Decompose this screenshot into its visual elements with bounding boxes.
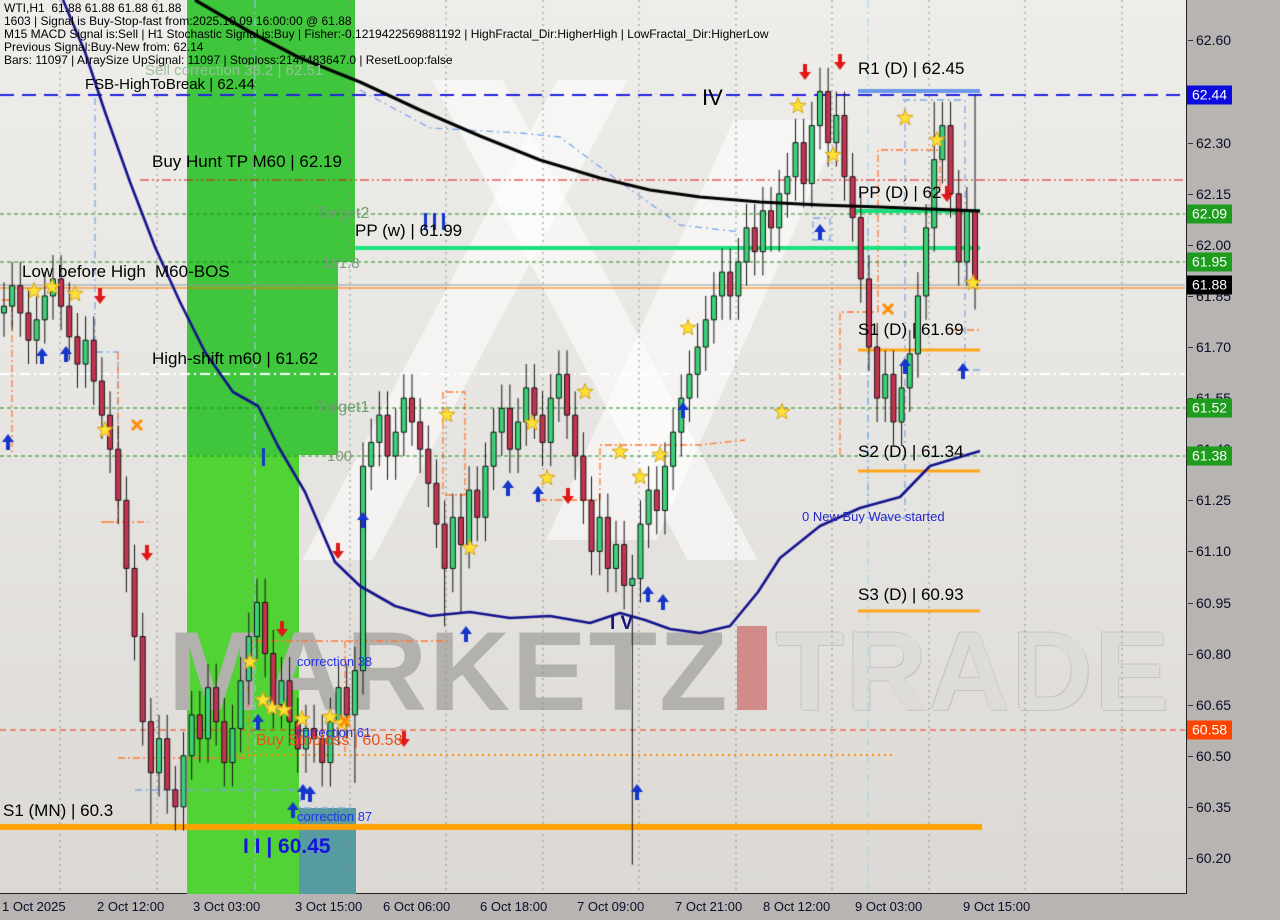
time-tick: 2 Oct 12:00 bbox=[97, 899, 165, 914]
label-high-shift-m60: High-shift m60 | 61.62 bbox=[152, 349, 318, 368]
label-correction-38: correction 38 bbox=[297, 654, 373, 669]
label-s1-monthly: S1 (MN) | 60.3 bbox=[3, 801, 114, 820]
time-tick: 8 Oct 12:00 bbox=[763, 899, 831, 914]
label-wave-ii: I I | 60.45 bbox=[243, 835, 331, 858]
label-new-buy-wave: 0 New Buy Wave started bbox=[802, 509, 945, 524]
price-tick: 60.80 bbox=[1187, 646, 1232, 662]
time-tick: 3 Oct 03:00 bbox=[193, 899, 261, 914]
time-axis[interactable]: 1 Oct 2025 2 Oct 12:00 3 Oct 03:00 3 Oct 15… bbox=[0, 894, 1280, 920]
time-tick: 6 Oct 18:00 bbox=[480, 899, 548, 914]
status-line-2: 1603 | Signal is Buy-Stop-fast from:2025… bbox=[4, 14, 352, 28]
price-tick: 61.70 bbox=[1187, 339, 1232, 355]
price-tick: 62.15 bbox=[1187, 186, 1232, 202]
label-correction-61: correction 61 bbox=[296, 725, 372, 740]
price-badge: 60.58 bbox=[1187, 720, 1233, 740]
status-line-5: Bars: 11097 | ArraySize UpSignal: 11097 … bbox=[4, 53, 453, 67]
label-fib-100: 100 bbox=[327, 448, 353, 465]
label-m60-bos: M60-BOS bbox=[155, 262, 230, 281]
price-tick: 60.95 bbox=[1187, 595, 1232, 611]
label-target2: Target2 bbox=[316, 205, 370, 222]
time-tick: 6 Oct 06:00 bbox=[383, 899, 451, 914]
price-tick: 60.20 bbox=[1187, 850, 1232, 866]
chart-canvas[interactable] bbox=[0, 0, 1186, 893]
price-tick: 60.35 bbox=[1187, 799, 1232, 815]
price-tick: 62.00 bbox=[1187, 237, 1232, 253]
price-tick: 61.10 bbox=[1187, 543, 1232, 559]
label-target1: Target1 bbox=[316, 399, 370, 416]
time-tick: 9 Oct 03:00 bbox=[855, 899, 923, 914]
price-tick: 61.25 bbox=[1187, 492, 1232, 508]
time-tick: 9 Oct 15:00 bbox=[963, 899, 1031, 914]
time-tick: 7 Oct 09:00 bbox=[577, 899, 645, 914]
time-tick: 3 Oct 15:00 bbox=[295, 899, 363, 914]
price-badge: 62.09 bbox=[1187, 204, 1233, 224]
label-wave-iv-mid: I V bbox=[610, 613, 634, 634]
status-line-3: M15 MACD Signal is:Sell | H1 Stochastic … bbox=[4, 27, 769, 41]
time-tick: 7 Oct 21:00 bbox=[675, 899, 743, 914]
price-tick: 62.60 bbox=[1187, 32, 1232, 48]
status-line-1: WTI,H1 61.88 61.88 61.88 61.88 bbox=[4, 1, 182, 15]
price-tick: 60.50 bbox=[1187, 748, 1232, 764]
label-fsb-high-to-break: FSB-HighToBreak | 62.44 bbox=[85, 76, 255, 93]
label-s2-daily: S2 (D) | 61.34 bbox=[858, 442, 964, 461]
time-tick: 1 Oct 2025 bbox=[2, 899, 66, 914]
price-badge: 62.44 bbox=[1187, 85, 1233, 105]
price-badge: 61.52 bbox=[1187, 398, 1233, 418]
label-sell-correction: Sell correction 38.2 | 62.51 bbox=[145, 62, 324, 79]
status-line-4: Previous Signal:Buy-New from: 62.14 bbox=[4, 40, 204, 54]
label-low-before-high: Low before High bbox=[22, 262, 146, 281]
price-tick: 60.65 bbox=[1187, 697, 1232, 713]
label-s3-daily: S3 (D) | 60.93 bbox=[858, 585, 964, 604]
price-tick: 62.30 bbox=[1187, 135, 1232, 151]
price-badge: 61.95 bbox=[1187, 252, 1233, 272]
label-buy-hunt-tp: Buy Hunt TP M60 | 62.19 bbox=[152, 152, 342, 171]
label-buy-stoploss: Buy Stoploss | 60.58 bbox=[256, 732, 403, 749]
label-fib-161-8: 161.8 bbox=[322, 255, 360, 272]
price-axis[interactable]: 62.6062.4562.3062.1562.0061.8561.7061.55… bbox=[1187, 0, 1280, 893]
label-pp-weekly: PP (w) | 61.99 bbox=[355, 221, 463, 240]
label-r1-daily: R1 (D) | 62.45 bbox=[858, 59, 965, 78]
price-badge: 61.88 bbox=[1187, 275, 1233, 295]
label-pp-daily: PP (D) | 62 bbox=[858, 183, 942, 202]
price-badge: 61.38 bbox=[1187, 446, 1233, 466]
label-s1-daily: S1 (D) | 61.69 bbox=[858, 320, 964, 339]
expert-advisor-status: WTI,H1 61.88 61.88 61.88 61.88 1603 | Sig… bbox=[4, 2, 769, 67]
label-correction-87: correction 87 bbox=[297, 809, 373, 824]
label-wave-iv-top: IV bbox=[702, 85, 723, 110]
